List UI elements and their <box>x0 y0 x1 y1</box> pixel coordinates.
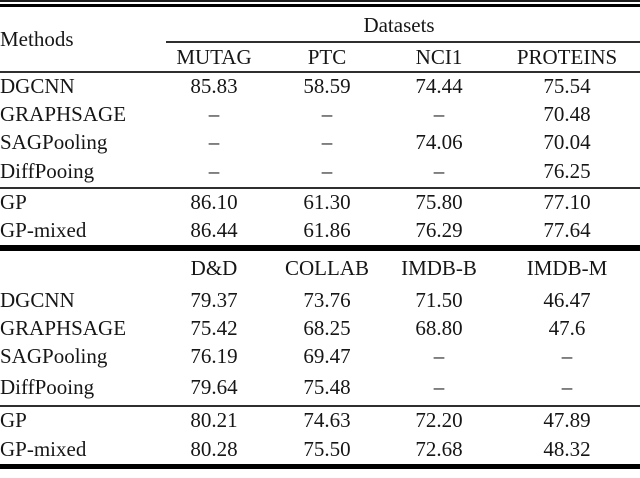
cell-value: 69.47 <box>303 343 351 368</box>
column-header-collab: COLLAB <box>285 256 369 280</box>
cell-value: – <box>208 159 220 183</box>
column-header-dd: D&D <box>190 256 238 280</box>
table-bottom-rule <box>0 464 640 469</box>
cell-value: – <box>208 129 220 154</box>
method-label: GP-mixed <box>0 218 87 242</box>
method-label: GP-mixed <box>0 436 87 461</box>
cell-value: 61.30 <box>270 187 384 216</box>
table-row: DGCNN 85.83 58.59 74.44 75.54 <box>0 72 640 100</box>
datasets-underline-rule <box>166 41 640 43</box>
method-label: SAGPooling <box>0 129 108 154</box>
cell-value: 48.32 <box>543 436 591 461</box>
cell-value: 74.63 <box>270 405 384 434</box>
table-row: GP-mixed 86.44 61.86 76.29 77.64 <box>0 216 640 245</box>
cell-value: 77.64 <box>543 218 591 242</box>
cell-value: 72.20 <box>384 405 494 434</box>
cell-value: 58.59 <box>303 74 351 98</box>
cell-value: 68.80 <box>415 315 463 340</box>
table-row: GP 80.21 74.63 72.20 47.89 <box>0 405 640 434</box>
cell-value: 73.76 <box>303 287 351 312</box>
cell-value: 80.21 <box>158 405 270 434</box>
cell-value: – <box>433 343 445 368</box>
empty-cell <box>0 251 158 286</box>
cell-value: 76.29 <box>415 218 463 242</box>
cell-value: 61.86 <box>303 218 351 242</box>
cell-value: – <box>321 159 333 183</box>
results-table: Methods Datasets MUTAG PTC NCI1 PROTEINS… <box>0 7 640 464</box>
cell-value: 75.42 <box>190 315 238 340</box>
cell-value: 86.44 <box>190 218 238 242</box>
datasets-header: Datasets <box>158 7 640 43</box>
methods-header: Methods <box>0 7 158 73</box>
cell-value: 47.6 <box>548 315 586 340</box>
cell-value: 68.25 <box>303 315 351 340</box>
method-label: SAGPooling <box>0 343 108 368</box>
cell-value: 79.64 <box>190 375 238 399</box>
cell-value: – <box>433 101 445 126</box>
cell-value: 74.06 <box>415 129 463 154</box>
cell-value: 79.37 <box>190 287 238 312</box>
results-block-2: DGCNN 79.37 73.76 71.50 46.47 GRAPHSAGE 75.42 6… <box>0 286 640 464</box>
cell-value: 76.25 <box>543 159 591 183</box>
column-header-ptc: PTC <box>270 43 384 73</box>
table-row: DiffPooing 79.64 75.48 – – <box>0 370 640 406</box>
cell-value: 75.80 <box>384 187 494 216</box>
cell-value: 46.47 <box>543 287 591 312</box>
separator-rule <box>0 245 640 251</box>
header-row-block2-columns: D&D COLLAB IMDB-B IMDB-M <box>0 251 640 286</box>
section-separator <box>0 245 640 251</box>
table-top-rule <box>0 0 640 7</box>
cell-value: – <box>433 375 445 399</box>
cell-value: 71.50 <box>415 287 463 312</box>
header-row-block1-columns: MUTAG PTC NCI1 PROTEINS <box>0 43 640 73</box>
separator-row <box>0 245 640 251</box>
cell-value: 47.89 <box>494 405 640 434</box>
method-label: DiffPooing <box>0 159 95 183</box>
cell-value: 86.10 <box>158 187 270 216</box>
datasets-header-label: Datasets <box>363 12 435 37</box>
column-header-proteins: PROTEINS <box>494 43 640 73</box>
cell-value: 85.83 <box>190 74 238 98</box>
table-row: DiffPooing – – – 76.25 <box>0 156 640 188</box>
table-row: GRAPHSAGE 75.42 68.25 68.80 47.6 <box>0 314 640 342</box>
cell-value: – <box>561 343 573 368</box>
cell-value: 70.48 <box>543 101 591 126</box>
cell-value: – <box>321 129 333 154</box>
cell-value: 75.50 <box>303 436 351 461</box>
column-header-imdb-b: IMDB-B <box>401 256 477 280</box>
cell-value: 75.54 <box>543 74 591 98</box>
table-row: SAGPooling – – 74.06 70.04 <box>0 128 640 156</box>
cell-value: – <box>561 375 573 399</box>
table-row: GRAPHSAGE – – – 70.48 <box>0 100 640 128</box>
cell-value: 80.28 <box>190 436 238 461</box>
method-label: GRAPHSAGE <box>0 315 127 340</box>
method-label: DGCNN <box>0 287 75 312</box>
cell-value: 74.44 <box>415 74 463 98</box>
method-label: DiffPooing <box>0 375 95 399</box>
cell-value: – <box>433 159 445 183</box>
table-row: DGCNN 79.37 73.76 71.50 46.47 <box>0 286 640 314</box>
header-row-datasets: Methods Datasets <box>0 7 640 73</box>
column-header-imdb-m: IMDB-M <box>526 256 608 280</box>
cell-value: 72.68 <box>415 436 463 461</box>
method-label: DGCNN <box>0 74 75 98</box>
method-label: GP <box>0 405 158 434</box>
cell-value: – <box>321 101 333 126</box>
results-block-1: DGCNN 85.83 58.59 74.44 75.54 GRAPHSAGE – – – 70.… <box>0 72 640 245</box>
cell-value: 77.10 <box>494 187 640 216</box>
table-header-block2: D&D COLLAB IMDB-B IMDB-M <box>0 251 640 286</box>
table-row: GP 86.10 61.30 75.80 77.10 <box>0 187 640 216</box>
table-row: GP-mixed 80.28 75.50 72.68 48.32 <box>0 434 640 464</box>
cell-value: – <box>208 101 220 126</box>
method-label: GP <box>0 187 158 216</box>
column-header-mutag: MUTAG <box>158 43 270 73</box>
cell-value: 76.19 <box>190 343 238 368</box>
table-row: SAGPooling 76.19 69.47 – – <box>0 342 640 370</box>
column-header-nci1: NCI1 <box>384 43 494 73</box>
cell-value: 70.04 <box>543 129 591 154</box>
table-header: Methods Datasets MUTAG PTC NCI1 PROTEINS <box>0 7 640 73</box>
cell-value: 75.48 <box>303 375 351 399</box>
method-label: GRAPHSAGE <box>0 101 127 126</box>
